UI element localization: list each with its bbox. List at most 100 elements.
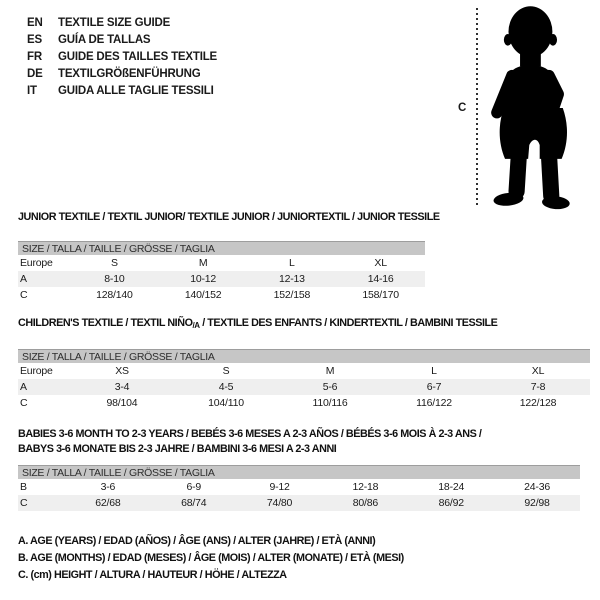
language-row: EN TEXTILE SIZE GUIDE [27,15,217,32]
baby-figure: C [450,0,600,215]
height-measure-label: C [458,102,467,114]
cell-value: 74/80 [266,497,293,509]
cell-value: 140/152 [184,289,222,301]
babies-table-title: BABIES 3-6 MONTH TO 2-3 YEARS / BEBÉS 3-… [18,427,580,457]
cell-value: 24-36 [524,481,550,493]
language-code: FR [27,51,42,63]
language-title: TEXTILE SIZE GUIDE [58,17,171,29]
language-title: GUIDE DES TAILLES TEXTILE [58,51,217,63]
language-code: IT [27,85,37,97]
row-label: Europe [20,257,53,269]
row-label: Europe [20,365,53,377]
language-list: EN TEXTILE SIZE GUIDE ES GUÍA DE TALLAS FR GU… [27,15,217,100]
language-row: IT GUIDA ALLE TAGLIE TESSILI [27,83,217,100]
baby-shorts [499,108,567,159]
cell-value: 98/104 [106,397,138,409]
babies-title-line1: BABIES 3-6 MONTH TO 2-3 YEARS / BEBÉS 3-… [18,428,482,440]
cell-value: 152/158 [273,289,311,301]
subscript-text: /A [192,321,201,330]
table-row: A 8-10 10-12 12-13 14-16 [18,271,425,287]
row-label: B [20,481,27,493]
language-title: GUIDA ALLE TAGLIE TESSILI [58,85,214,97]
cell-value: M [198,257,208,269]
cell-value: S [222,365,230,377]
cell-value: 4-5 [218,381,234,393]
cell-value: 12-13 [278,273,305,285]
cell-value: 5-6 [322,381,338,393]
table-row: C 62/68 68/74 74/80 80/86 86/92 92/98 [18,495,580,511]
row-label: A [20,273,27,285]
cell-value: L [431,365,437,377]
cell-value: 158/170 [362,289,399,301]
language-title: GUÍA DE TALLAS [58,34,151,46]
children-table-title: CHILDREN'S TEXTILE / TEXTIL NIÑO/A / TEX… [18,317,498,330]
cell-value: 3-6 [100,481,116,493]
cell-value: 9-12 [269,481,290,493]
cell-value: 116/122 [416,397,452,409]
note-line: C. (cm) HEIGHT / ALTURA / HAUTEUR / HÖHE… [18,569,287,581]
cell-value: 110/116 [312,397,348,409]
junior-size-table: SIZE / TALLA / TAILLE / GRÖSSE / TAGLIA E… [18,241,425,303]
cell-value: XS [115,365,129,377]
language-code: DE [27,68,43,80]
language-row: DE TEXTILGRÖßENFÜHRUNG [27,66,217,83]
row-label: A [20,381,27,393]
table-header-row: SIZE / TALLA / TAILLE / GRÖSSE / TAGLIA [18,241,425,255]
cell-value: 12-18 [352,481,379,493]
cell-value: 6-7 [426,381,442,393]
language-row: ES GUÍA DE TALLAS [27,32,217,49]
cell-value: 104/110 [208,397,244,409]
cell-value: 128/140 [96,289,133,301]
size-header-bar: SIZE / TALLA / TAILLE / GRÖSSE / TAGLIA [18,465,580,479]
note-line: A. AGE (YEARS) / EDAD (AÑOS) / ÂGE (ANS)… [18,535,376,547]
cell-value: 122/128 [519,397,557,409]
cell-value: 14-16 [367,273,394,285]
language-code: EN [27,17,43,29]
cell-value: 8-10 [104,273,125,285]
table-row: B 3-6 6-9 9-12 12-18 18-24 24-36 [18,479,580,495]
table-header-row: SIZE / TALLA / TAILLE / GRÖSSE / TAGLIA [18,465,580,479]
children-textile-section: CHILDREN'S TEXTILE / TEXTIL NIÑO/A / TEX… [18,317,590,411]
table-row: C 98/104 104/110 110/116 116/122 122/128 [18,395,590,411]
junior-table-title: JUNIOR TEXTILE / TEXTIL JUNIOR/ TEXTILE … [18,211,440,223]
junior-textile-section: JUNIOR TEXTILE / TEXTIL JUNIOR/ TEXTILE … [18,211,440,303]
cell-value: 6-9 [186,481,202,493]
cell-value: XL [531,365,545,377]
baby-head [508,6,553,58]
cell-value: 3-4 [114,381,130,393]
row-label: C [20,397,28,409]
cell-value: XL [374,257,387,269]
size-header-bar: SIZE / TALLA / TAILLE / GRÖSSE / TAGLIA [18,349,590,363]
table-header-row: SIZE / TALLA / TAILLE / GRÖSSE / TAGLIA [18,349,590,363]
cell-value: 7-8 [530,381,546,393]
size-header-bar: SIZE / TALLA / TAILLE / GRÖSSE / TAGLIA [18,241,425,255]
table-row: Europe XS S M L XL [18,363,590,379]
note-line: B. AGE (MONTHS) / EDAD (MESES) / ÂGE (MO… [18,552,404,564]
cell-value: 86/92 [438,497,464,509]
row-label: C [20,497,28,509]
table-row: Europe S M L XL [18,255,425,271]
cell-value: S [110,257,118,269]
language-row: FR GUIDE DES TAILLES TEXTILE [27,49,217,66]
row-label: C [20,289,28,301]
baby-silhouette-icon [491,6,570,210]
language-code: ES [27,34,42,46]
cell-value: 92/98 [524,497,550,509]
language-title: TEXTILGRÖßENFÜHRUNG [58,68,201,80]
cell-value: 68/74 [181,497,207,509]
cell-value: M [325,365,335,377]
babies-size-table: SIZE / TALLA / TAILLE / GRÖSSE / TAGLIA B… [18,465,580,511]
height-dotted-line [476,8,478,207]
cell-value: L [289,257,295,269]
cell-value: 62/68 [95,497,121,509]
cell-value: 18-24 [438,481,465,493]
measure-legend: A. AGE (YEARS) / EDAD (AÑOS) / ÂGE (ANS)… [18,533,404,584]
babies-textile-section: BABIES 3-6 MONTH TO 2-3 YEARS / BEBÉS 3-… [18,427,580,511]
babies-title-line2: BABYS 3-6 MONATE BIS 2-3 JAHRE / BAMBINI… [18,443,337,455]
cell-value: 10-12 [190,273,217,285]
table-row: A 3-4 4-5 5-6 6-7 7-8 [18,379,590,395]
children-size-table: SIZE / TALLA / TAILLE / GRÖSSE / TAGLIA E… [18,349,590,411]
cell-value: 80/86 [352,497,379,509]
table-row: C 128/140 140/152 152/158 158/170 [18,287,425,303]
